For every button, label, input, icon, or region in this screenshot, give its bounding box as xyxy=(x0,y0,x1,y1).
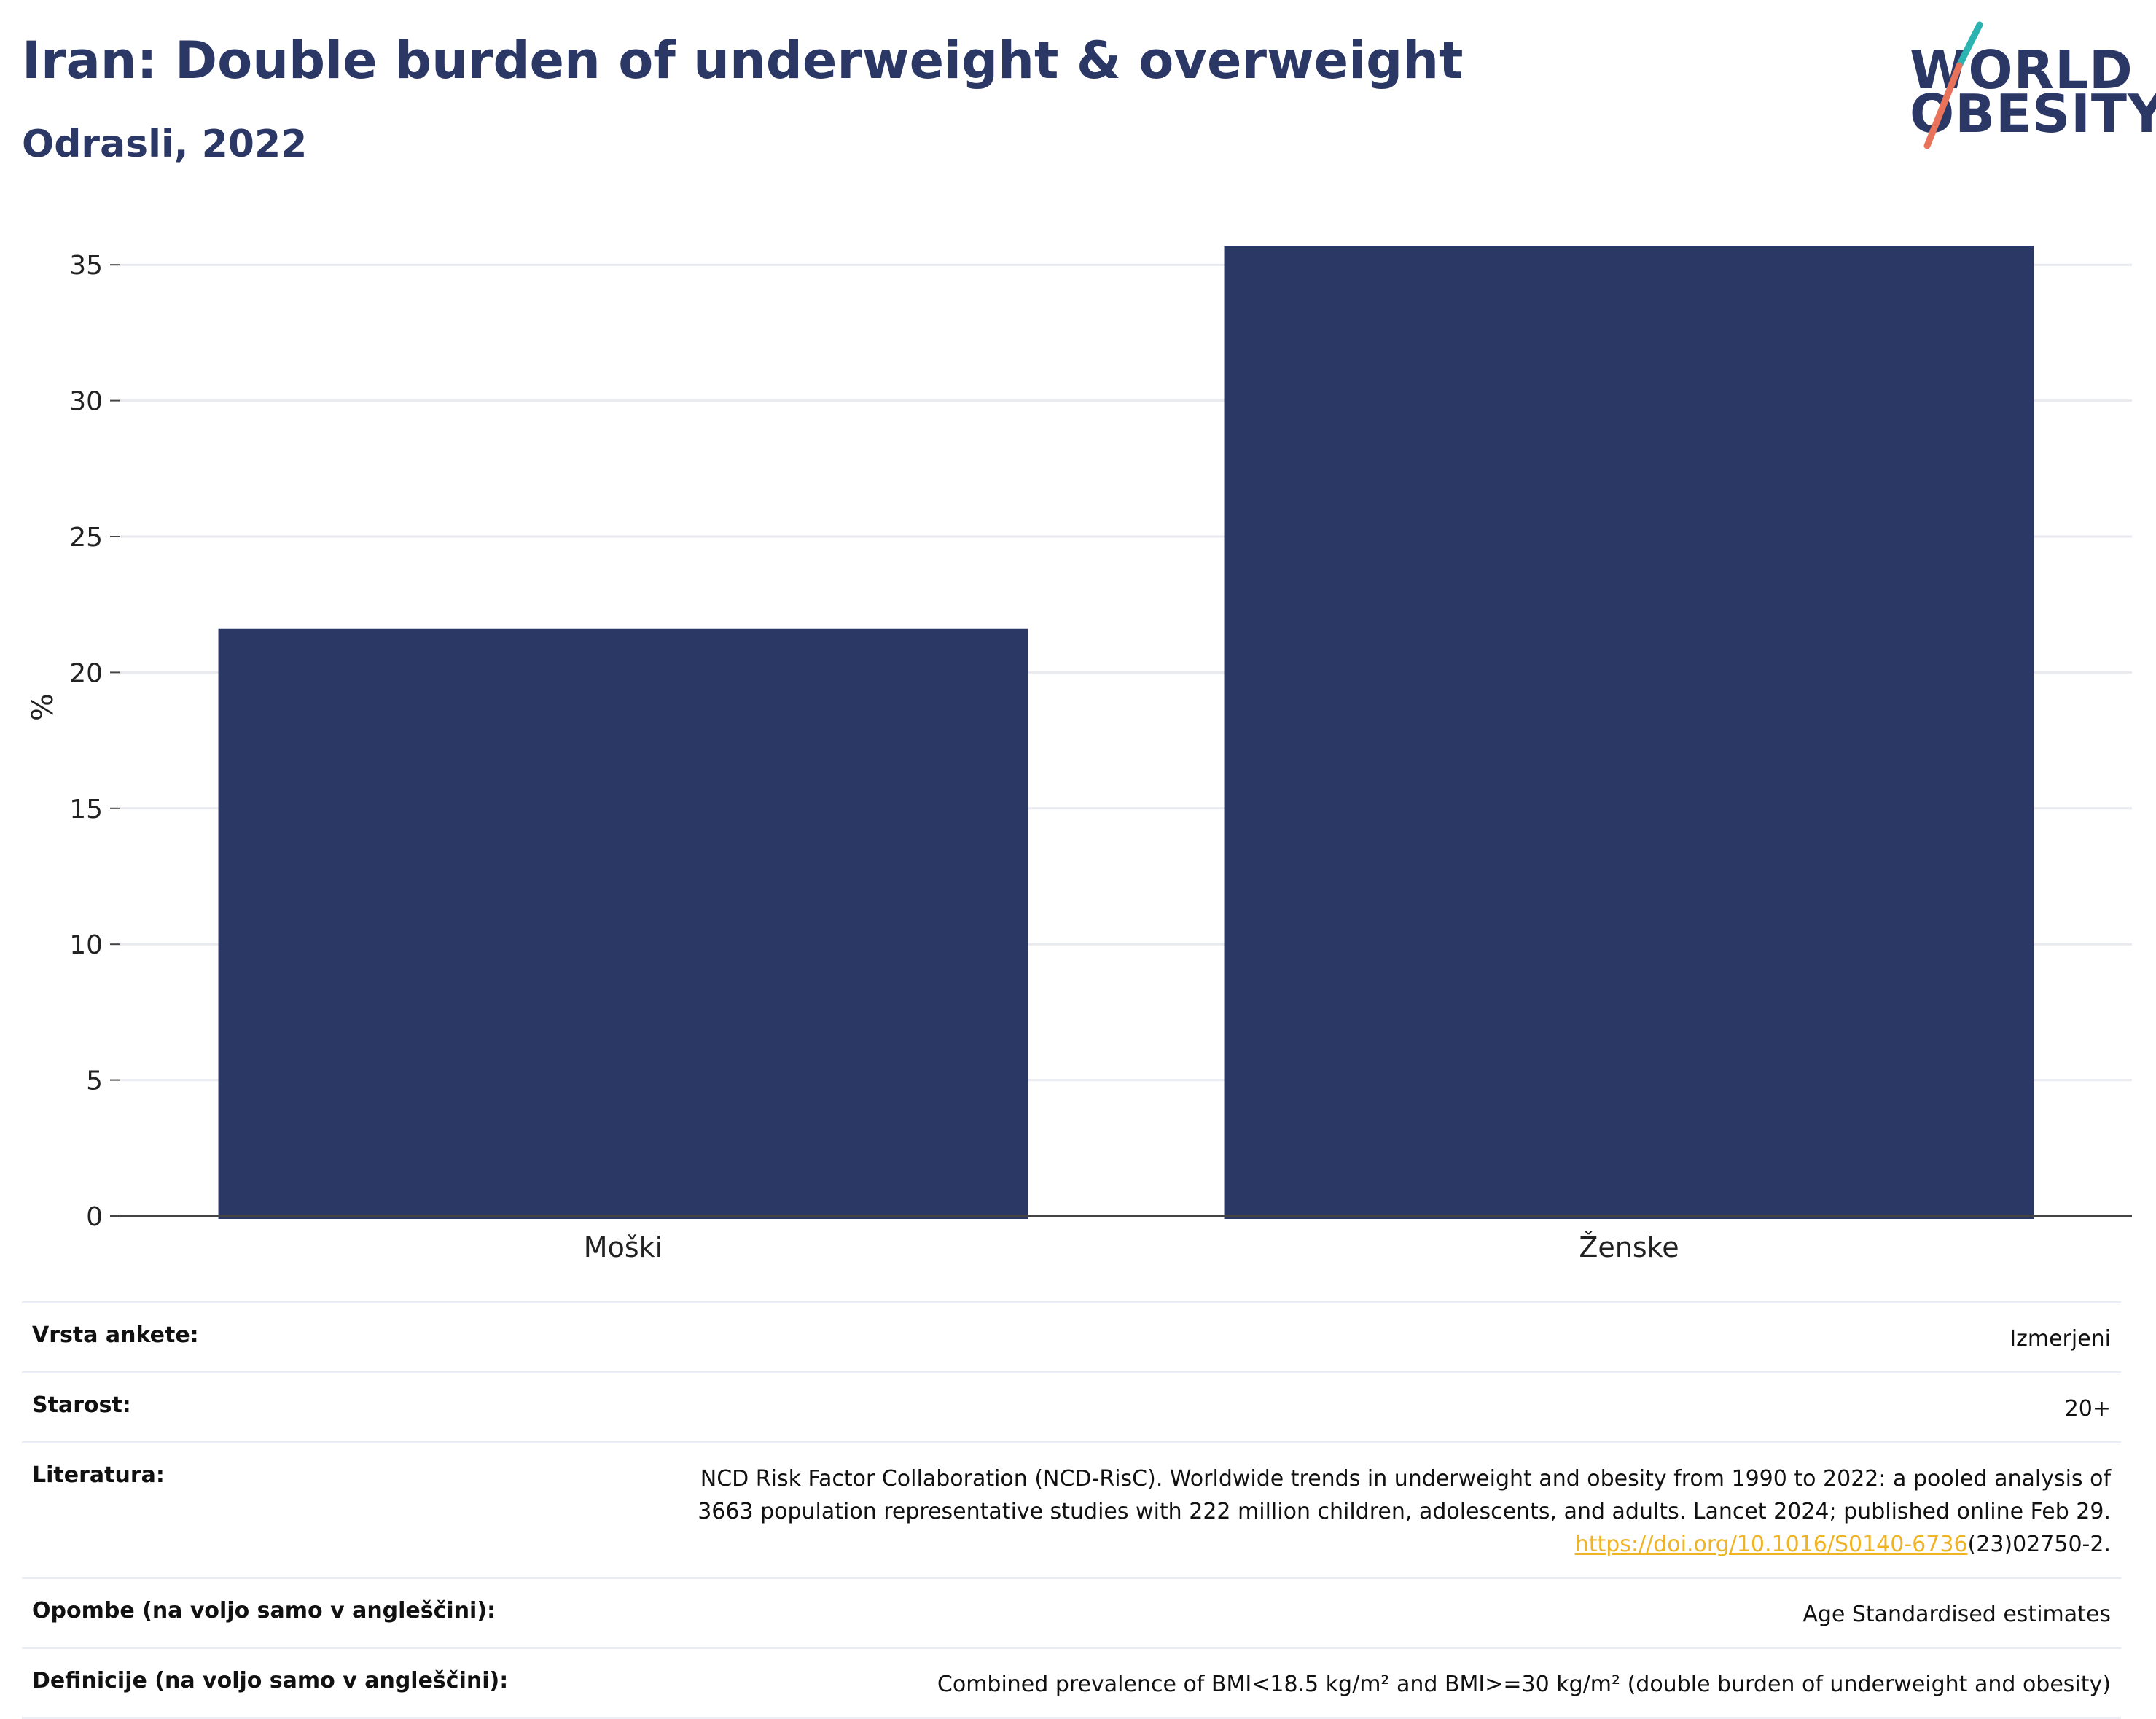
y-tick-label: 25 xyxy=(69,523,103,553)
notes-label: Opombe (na voljo samo v angleščini): xyxy=(32,1598,496,1624)
metadata-table: Vrsta ankete: Izmerjeni Starost: 20+ Lit… xyxy=(22,1301,2121,1719)
definitions-value: Combined prevalence of BMI<18.5 kg/m² an… xyxy=(937,1672,2111,1697)
chart-subtitle: Odrasli, 2022 xyxy=(22,122,308,166)
bar[interactable] xyxy=(1224,246,2034,1219)
definitions-row: Definicije (na voljo samo v angleščini):… xyxy=(22,1649,2121,1719)
y-tick-label: 5 xyxy=(86,1067,103,1096)
logo-slash-icon xyxy=(1923,21,1983,149)
axes: 0 5 10 15 20 25 30 35 Moški Ženske xyxy=(69,251,2132,1263)
references-label: Literatura: xyxy=(32,1462,165,1488)
survey-type-row: Vrsta ankete: Izmerjeni xyxy=(22,1303,2121,1373)
references-value: NCD Risk Factor Collaboration (NCD-RisC)… xyxy=(698,1462,2111,1561)
notes-value: Age Standardised estimates xyxy=(1802,1602,2111,1627)
age-row: Starost: 20+ xyxy=(22,1373,2121,1443)
x-tick-label: Moški xyxy=(584,1231,663,1263)
y-tick-label: 15 xyxy=(69,795,103,825)
y-tick-label: 20 xyxy=(69,658,103,688)
notes-row: Opombe (na voljo samo v angleščini): Age… xyxy=(22,1579,2121,1649)
chart-title: Iran: Double burden of underweight & ove… xyxy=(22,31,1464,90)
world-obesity-logo[interactable]: WORLD OBESITY xyxy=(1895,15,2156,160)
doi-suffix: (23)02750-2. xyxy=(1967,1532,2111,1557)
logo-text-world: WORLD xyxy=(1910,39,2133,101)
y-tick-label: 30 xyxy=(69,387,103,417)
definitions-label: Definicije (na voljo samo v angleščini): xyxy=(32,1668,509,1693)
bar-chart: 0 5 10 15 20 25 30 35 Moški Ženske % xyxy=(26,246,2132,1263)
age-label: Starost: xyxy=(32,1392,131,1418)
x-tick-label: Ženske xyxy=(1579,1231,1679,1263)
y-tick-label: 10 xyxy=(69,930,103,960)
bars xyxy=(218,246,2034,1219)
age-value: 20+ xyxy=(2064,1396,2111,1422)
y-axis-title: % xyxy=(26,693,60,721)
references-row: Literatura: NCD Risk Factor Collaboratio… xyxy=(22,1443,2121,1579)
logo-text-obesity: OBESITY xyxy=(1910,83,2156,144)
y-tick-label: 35 xyxy=(69,251,103,281)
survey-type-label: Vrsta ankete: xyxy=(32,1322,199,1348)
survey-type-value: Izmerjeni xyxy=(2009,1326,2111,1352)
reference-line-2: 3663 population representative studies w… xyxy=(698,1499,2111,1524)
doi-link[interactable]: https://doi.org/10.1016/S0140-6736 xyxy=(1574,1532,1968,1557)
bar[interactable] xyxy=(218,628,1028,1219)
y-tick-label: 0 xyxy=(86,1202,103,1232)
reference-line-1: NCD Risk Factor Collaboration (NCD-RisC)… xyxy=(700,1466,2111,1492)
